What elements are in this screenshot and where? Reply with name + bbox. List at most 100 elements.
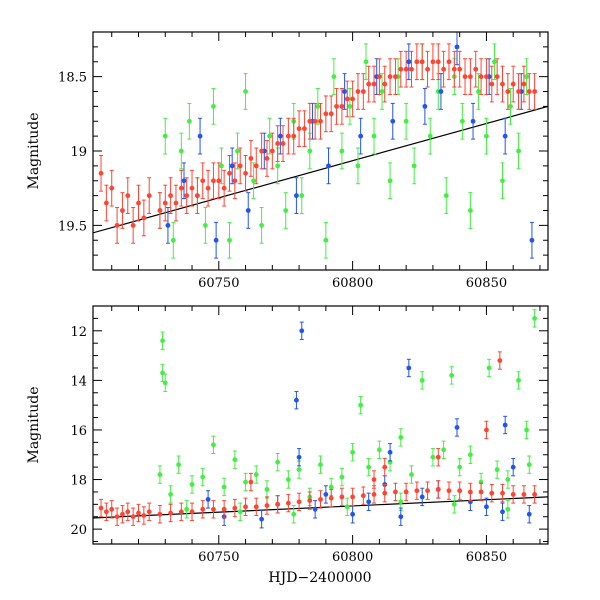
data-point [162,380,168,386]
data-point [264,487,270,492]
data-point [510,464,516,470]
top-plot-area [93,32,548,259]
data-point [532,315,538,321]
data-point [157,511,163,517]
data-point [294,193,299,199]
data-point [398,66,404,72]
data-point [502,133,508,139]
data-point [170,237,176,243]
data-point [245,208,251,213]
y-tick-label: 18 [70,474,87,489]
data-point [422,103,428,109]
data-point [376,447,382,453]
data-point [120,208,125,213]
data-point [492,59,497,65]
y-tick-label: 14 [70,374,87,389]
data-point [103,509,109,515]
data-point [189,185,195,191]
data-point [451,501,457,507]
data-point [160,338,165,344]
data-point [521,492,527,497]
x-tick-label: 60800 [332,550,373,565]
data-point [510,492,516,497]
data-point [350,494,356,500]
data-point [532,492,538,497]
data-point [291,511,297,517]
data-point [203,222,208,228]
data-point [347,103,353,109]
data-point [403,118,409,124]
data-point [98,170,104,176]
data-point [323,111,329,117]
data-point [237,509,243,515]
data-point [315,103,321,109]
data-point [339,494,345,500]
data-point [114,222,120,228]
data-point [285,477,291,482]
data-point [457,66,463,72]
data-point [478,489,484,495]
data-point [235,148,240,154]
data-point [387,74,393,80]
data-point [248,156,254,161]
data-point [275,501,281,507]
data-point [454,425,460,430]
data-point [211,178,216,184]
data-point [344,96,350,102]
data-point [200,178,206,184]
data-point [425,66,430,72]
data-point [211,442,216,448]
data-point [350,511,356,517]
data-point [178,185,184,191]
data-point [366,81,372,87]
data-point [232,178,238,184]
data-point [500,509,505,515]
data-point [331,74,337,80]
data-point [438,89,444,94]
data-point [366,464,372,470]
data-point [526,462,532,468]
data-point [390,118,396,124]
data-point [328,484,334,490]
data-point [500,81,505,87]
y-tick-label: 19 [70,145,87,160]
data-point [379,89,385,94]
bottom-plot-frame [92,305,549,545]
data-point [508,103,513,109]
data-point [393,489,398,495]
data-point [168,510,174,516]
data-point [326,163,331,169]
data-point [446,59,452,65]
data-point [521,81,527,87]
data-point [184,506,190,512]
data-point [318,462,323,468]
data-point [253,163,259,169]
data-point [291,133,297,139]
data-point [358,133,364,139]
top-light-curve-panel: 60750 60800 60850 18.5 19 19.5 Magnitude [26,31,549,291]
data-point [318,496,323,502]
data-point [323,492,329,497]
data-point [476,89,481,94]
data-point [470,118,476,124]
data-point [526,89,532,94]
data-point [494,467,500,473]
data-point [350,449,356,455]
data-point [467,208,473,213]
data-point [312,118,318,124]
data-point [484,74,489,80]
data-point [141,513,147,518]
data-point [443,193,449,199]
data-point [449,373,455,378]
data-point [296,467,302,473]
data-point [178,509,184,515]
data-point [505,477,511,482]
data-point [419,59,425,65]
data-point [406,59,412,65]
data-point [435,487,441,492]
data-point [146,509,152,515]
data-point [294,397,299,403]
data-point [524,74,529,80]
data-point [211,506,216,512]
data-point [454,44,460,50]
